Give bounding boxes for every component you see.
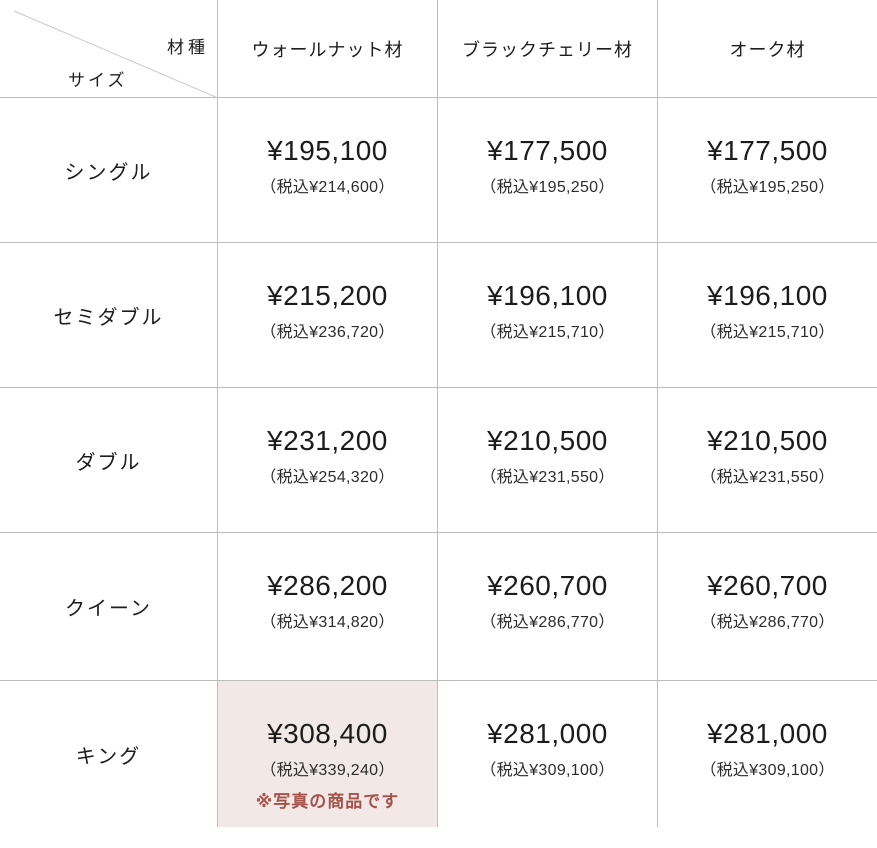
photo-product-note: ※写真の商品です (255, 792, 400, 812)
price-value: ¥196,100 (487, 280, 608, 311)
price-cell-semi-double-walnut: ¥215,200 （税込¥236,720） (218, 243, 438, 388)
price-value: ¥281,000 (707, 718, 828, 749)
price-value: ¥308,400 (267, 718, 388, 749)
price-value: ¥215,200 (267, 280, 388, 311)
price-cell-queen-oak: ¥260,700 （税込¥286,770） (658, 533, 877, 681)
price-cell-double-black-cherry: ¥210,500 （税込¥231,550） (438, 388, 658, 533)
price-cell-single-black-cherry: ¥177,500 （税込¥195,250） (438, 98, 658, 243)
price-cell-single-walnut: ¥195,100 （税込¥214,600） (218, 98, 438, 243)
tax-included-price: （税込¥314,820） (260, 614, 395, 632)
corner-cell: 材種 サイズ (0, 0, 218, 98)
size-axis-label: サイズ (68, 71, 128, 90)
column-header-oak: オーク材 (658, 0, 877, 98)
price-value: ¥260,700 (487, 570, 608, 601)
price-cell-semi-double-oak: ¥196,100 （税込¥215,710） (658, 243, 877, 388)
material-axis-label: 材種 (167, 38, 209, 57)
price-cell-king-black-cherry: ¥281,000 （税込¥309,100） (438, 681, 658, 827)
price-value: ¥260,700 (707, 570, 828, 601)
diagonal-divider (13, 10, 218, 98)
price-value: ¥281,000 (487, 718, 608, 749)
price-value: ¥177,500 (487, 135, 608, 166)
tax-included-price: （税込¥214,600） (260, 179, 395, 197)
price-value: ¥196,100 (707, 280, 828, 311)
price-cell-double-oak: ¥210,500 （税込¥231,550） (658, 388, 877, 533)
row-header-king: キング (0, 681, 218, 827)
column-header-walnut: ウォールナット材 (218, 0, 438, 98)
price-cell-queen-walnut: ¥286,200 （税込¥314,820） (218, 533, 438, 681)
tax-included-price: （税込¥195,250） (480, 179, 615, 197)
row-header-semi-double: セミダブル (0, 243, 218, 388)
price-cell-double-walnut: ¥231,200 （税込¥254,320） (218, 388, 438, 533)
price-cell-single-oak: ¥177,500 （税込¥195,250） (658, 98, 877, 243)
tax-included-price: （税込¥215,710） (480, 324, 615, 342)
row-header-double: ダブル (0, 388, 218, 533)
price-cell-king-walnut-highlighted: ¥308,400 （税込¥339,240） ※写真の商品です (218, 681, 438, 827)
row-header-queen: クイーン (0, 533, 218, 681)
tax-included-price: （税込¥286,770） (700, 614, 835, 632)
price-value: ¥177,500 (707, 135, 828, 166)
tax-included-price: （税込¥309,100） (700, 762, 835, 780)
column-header-black-cherry: ブラックチェリー材 (438, 0, 658, 98)
price-table: 材種 サイズ ウォールナット材 ブラックチェリー材 オーク材 シングル ¥195… (0, 0, 877, 827)
tax-included-price: （税込¥309,100） (480, 762, 615, 780)
price-value: ¥195,100 (267, 135, 388, 166)
tax-included-price: （税込¥231,550） (480, 469, 615, 487)
price-value: ¥210,500 (707, 425, 828, 456)
tax-included-price: （税込¥236,720） (260, 324, 395, 342)
row-header-single: シングル (0, 98, 218, 243)
tax-included-price: （税込¥231,550） (700, 469, 835, 487)
tax-included-price: （税込¥286,770） (480, 614, 615, 632)
price-cell-king-oak: ¥281,000 （税込¥309,100） (658, 681, 877, 827)
price-cell-semi-double-black-cherry: ¥196,100 （税込¥215,710） (438, 243, 658, 388)
price-value: ¥286,200 (267, 570, 388, 601)
price-value: ¥231,200 (267, 425, 388, 456)
price-value: ¥210,500 (487, 425, 608, 456)
price-cell-queen-black-cherry: ¥260,700 （税込¥286,770） (438, 533, 658, 681)
tax-included-price: （税込¥254,320） (260, 469, 395, 487)
tax-included-price: （税込¥195,250） (700, 179, 835, 197)
tax-included-price: （税込¥215,710） (700, 324, 835, 342)
tax-included-price: （税込¥339,240） (260, 762, 395, 780)
